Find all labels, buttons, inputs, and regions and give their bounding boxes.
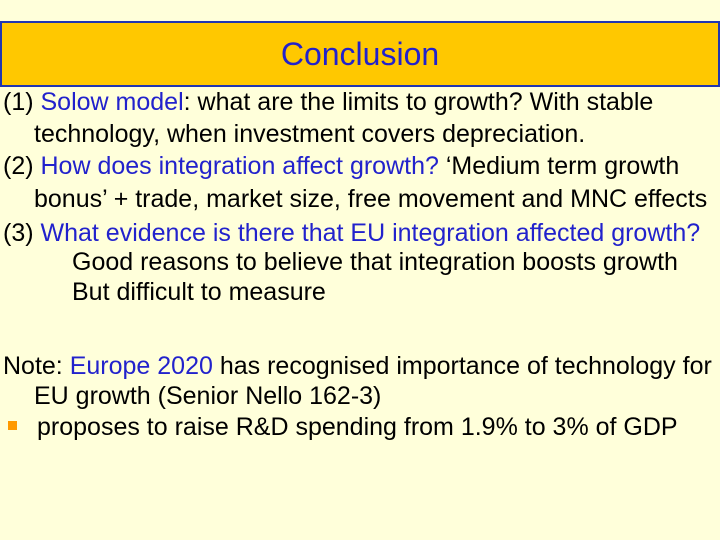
text-line-1: (1) Solow model: what are the limits to … <box>3 86 653 119</box>
title-bar: Conclusion <box>0 21 720 87</box>
text-segment: proposes to raise R&D spending from 1.9%… <box>37 413 678 441</box>
text-segment: But difficult to measure <box>72 278 326 306</box>
text-segment: technology, when investment covers depre… <box>34 120 586 148</box>
text-segment: : what are the limits to growth? With st… <box>183 88 654 116</box>
text-line-4: bonus’ + trade, market size, free moveme… <box>34 183 707 216</box>
text-segment: How does integration affect growth? <box>40 152 439 180</box>
text-segment: bonus’ + trade, market size, free moveme… <box>34 185 708 213</box>
text-line-10: proposes to raise R&D spending from 1.9%… <box>8 411 678 444</box>
text-segment: (1) <box>3 88 41 116</box>
slide-title: Conclusion <box>280 35 440 72</box>
text-segment: What evidence is there that EU integrati… <box>40 219 701 247</box>
text-segment: Europe 2020 <box>69 352 213 380</box>
text-line-7: But difficult to measure <box>72 276 326 309</box>
text-segment: has recognised importance of technology … <box>212 352 712 380</box>
text-segment: Solow model <box>40 88 184 116</box>
text-line-9: EU growth (Senior Nello 162-3) <box>34 380 381 413</box>
text-segment: ‘Medium term growth <box>438 152 680 180</box>
text-line-2: technology, when investment covers depre… <box>34 118 585 151</box>
text-line-5: (3) What evidence is there that EU integ… <box>3 217 700 250</box>
bullet-square-icon <box>8 421 17 430</box>
text-line-3: (2) How does integration affect growth? … <box>3 150 679 183</box>
text-segment: Note: <box>3 352 70 380</box>
text-segment: (2) <box>3 152 41 180</box>
text-line-8: Note: Europe 2020 has recognised importa… <box>3 350 712 383</box>
text-segment: Good reasons to believe that integration… <box>72 248 678 276</box>
text-segment: (3) <box>3 219 41 247</box>
text-line-6: Good reasons to believe that integration… <box>72 246 678 279</box>
text-segment: EU growth (Senior Nello 162-3) <box>34 382 382 410</box>
